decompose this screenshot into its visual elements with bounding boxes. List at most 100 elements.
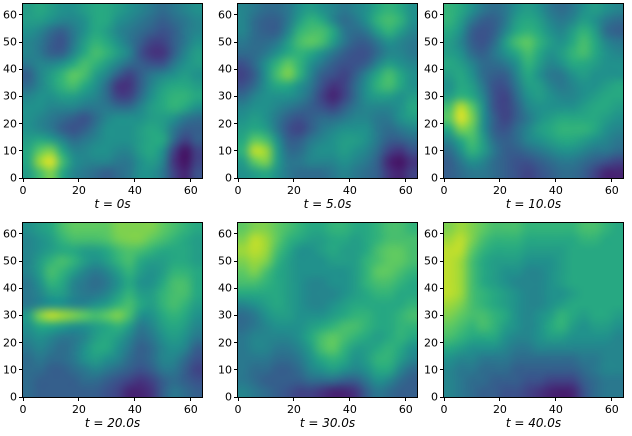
x-tick-label: 60: [604, 403, 619, 416]
y-tick-label: 30: [218, 89, 232, 103]
x-tick-label: 0: [440, 403, 448, 416]
y-tick-mark: [234, 314, 237, 316]
y-tick-label: 60: [424, 8, 438, 22]
x-tick-label: 40: [127, 184, 142, 197]
y-tick-label: 50: [218, 35, 232, 49]
y-tick-label: 30: [3, 308, 17, 322]
subplot-t5: t = 5.0s 0 20 40 60 0 10 20 30 40 50 60: [218, 3, 418, 211]
subplot-title-t0: t = 0s: [94, 197, 131, 211]
y-tick-mark: [19, 233, 22, 235]
y-tick-label: 60: [218, 8, 232, 22]
y-tick-label: 40: [218, 62, 232, 76]
y-tick-mark: [19, 177, 22, 179]
subplot-t10: t = 10.0s 0 20 40 60 0 10 20 30 40 50 60: [424, 3, 624, 211]
y-tick-label: 50: [424, 35, 438, 49]
y-tick-mark: [234, 233, 237, 235]
x-tick-label: 40: [342, 403, 357, 416]
y-tick-mark: [234, 369, 237, 371]
x-tick-mark: [349, 398, 351, 401]
x-tick-mark: [405, 179, 407, 182]
y-tick-mark: [440, 177, 443, 179]
y-tick-mark: [19, 287, 22, 289]
x-tick-label: 20: [71, 184, 86, 197]
x-tick-label: 60: [183, 184, 198, 197]
y-tick-mark: [440, 287, 443, 289]
x-tick-mark: [443, 179, 445, 182]
y-tick-mark: [19, 314, 22, 316]
x-tick-mark: [499, 179, 501, 182]
x-tick-label: 20: [286, 403, 301, 416]
y-tick-mark: [440, 260, 443, 262]
x-tick-label: 60: [183, 403, 198, 416]
x-tick-mark: [293, 398, 295, 401]
y-tick-label: 40: [424, 62, 438, 76]
y-tick-label: 40: [218, 281, 232, 295]
y-tick-mark: [440, 68, 443, 70]
heatmap-canvas-t5: [237, 3, 418, 179]
heatmap-canvas-t10: [443, 3, 624, 179]
x-tick-mark: [405, 398, 407, 401]
y-tick-mark: [19, 95, 22, 97]
x-tick-mark: [190, 398, 192, 401]
x-tick-label: 0: [234, 184, 242, 197]
y-tick-label: 10: [424, 363, 438, 377]
x-tick-mark: [190, 179, 192, 182]
y-tick-mark: [234, 14, 237, 16]
y-tick-label: 20: [3, 336, 17, 350]
x-tick-label: 60: [398, 184, 413, 197]
y-tick-label: 40: [3, 62, 17, 76]
y-tick-label: 20: [424, 336, 438, 350]
y-tick-mark: [440, 369, 443, 371]
x-tick-mark: [499, 398, 501, 401]
x-tick-label: 40: [548, 184, 563, 197]
y-tick-mark: [234, 177, 237, 179]
y-tick-label: 20: [218, 336, 232, 350]
y-tick-mark: [234, 396, 237, 398]
x-tick-label: 20: [286, 184, 301, 197]
x-tick-mark: [443, 398, 445, 401]
y-tick-label: 20: [3, 117, 17, 131]
y-tick-label: 50: [3, 35, 17, 49]
x-tick-mark: [611, 179, 613, 182]
y-tick-mark: [440, 233, 443, 235]
subplot-title-t20: t = 20.0s: [84, 416, 141, 430]
x-tick-label: 20: [71, 403, 86, 416]
heatmap-canvas-t20: [22, 222, 203, 398]
y-tick-label: 50: [3, 254, 17, 268]
y-tick-mark: [440, 41, 443, 43]
y-tick-mark: [234, 95, 237, 97]
y-tick-mark: [19, 342, 22, 344]
y-tick-mark: [234, 41, 237, 43]
x-tick-label: 60: [398, 403, 413, 416]
y-tick-mark: [19, 123, 22, 125]
y-tick-label: 30: [3, 89, 17, 103]
y-tick-label: 0: [10, 171, 17, 185]
x-tick-mark: [134, 179, 136, 182]
y-tick-label: 30: [424, 308, 438, 322]
y-tick-mark: [440, 342, 443, 344]
x-tick-label: 0: [234, 403, 242, 416]
x-tick-mark: [78, 398, 80, 401]
y-tick-label: 30: [424, 89, 438, 103]
subplot-title-t5: t = 5.0s: [303, 197, 352, 211]
y-tick-label: 10: [3, 363, 17, 377]
y-tick-mark: [234, 287, 237, 289]
y-tick-label: 0: [10, 390, 17, 404]
heatmap-canvas-t0: [22, 3, 203, 179]
y-tick-label: 10: [218, 363, 232, 377]
x-tick-label: 0: [440, 184, 448, 197]
y-tick-mark: [19, 260, 22, 262]
x-tick-label: 20: [492, 184, 507, 197]
y-tick-label: 0: [225, 171, 232, 185]
x-tick-mark: [22, 179, 24, 182]
y-tick-mark: [19, 41, 22, 43]
y-tick-label: 20: [424, 117, 438, 131]
y-tick-label: 10: [3, 144, 17, 158]
x-tick-label: 60: [604, 184, 619, 197]
y-tick-mark: [19, 396, 22, 398]
y-tick-label: 60: [424, 227, 438, 241]
subplot-t30: t = 30.0s 0 20 40 60 0 10 20 30 40 50 60: [218, 222, 418, 430]
subplot-title-t40: t = 40.0s: [505, 416, 562, 430]
y-tick-label: 40: [424, 281, 438, 295]
